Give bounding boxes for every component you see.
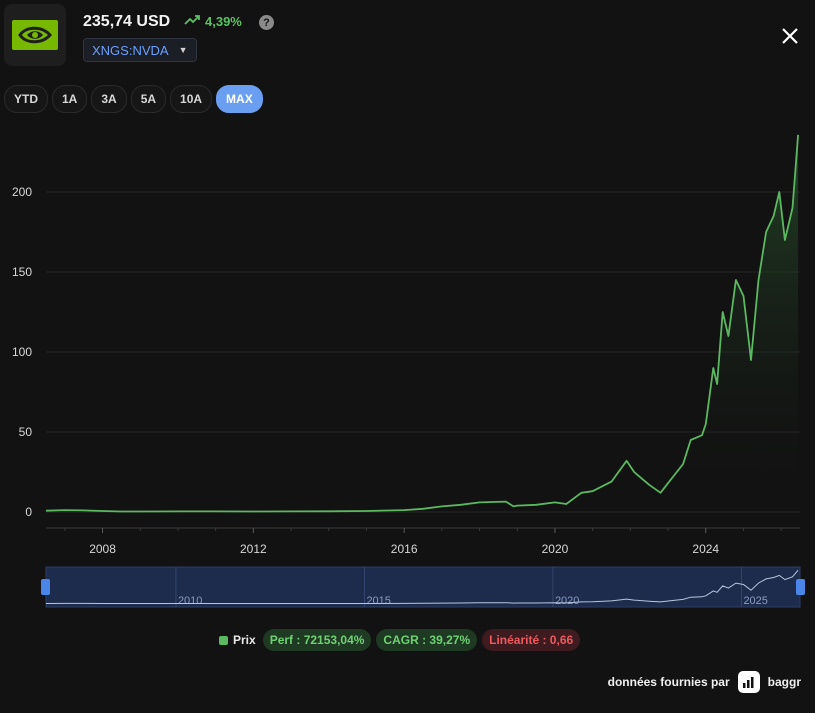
- range-5a-button[interactable]: 5A: [130, 85, 167, 113]
- x-tick-label: 2016: [391, 542, 418, 556]
- x-tick-label: 2020: [542, 542, 569, 556]
- price-change-value: 4,39%: [205, 14, 242, 29]
- credit-text: données fournies par: [607, 675, 730, 689]
- range-ytd-button[interactable]: YTD: [4, 85, 48, 113]
- navigator-tick-label: 2020: [555, 595, 579, 607]
- credit-brand[interactable]: baggr: [767, 675, 801, 689]
- current-price: 235,74 USD: [83, 13, 171, 30]
- baggr-logo-icon[interactable]: [737, 671, 760, 693]
- navigator-handle-left[interactable]: [41, 579, 50, 595]
- y-tick-label: 0: [25, 505, 32, 519]
- trend-up-icon: [184, 14, 200, 29]
- ticker-label: XNGS:NVDA: [92, 42, 169, 58]
- series-line-prix: [45, 134, 799, 513]
- close-icon[interactable]: [779, 25, 801, 47]
- legend-label: Prix: [233, 633, 256, 647]
- linearity-badge: Linéarité : 0,66: [482, 629, 581, 651]
- range-max-button[interactable]: MAX: [216, 85, 263, 113]
- perf-badge: Perf : 72153,04%: [262, 629, 372, 651]
- y-tick-label: 50: [19, 425, 33, 439]
- x-tick-label: 2008: [89, 542, 116, 556]
- navigator-handle-right[interactable]: [796, 579, 805, 595]
- y-tick-label: 150: [12, 265, 32, 279]
- navigator-window: [45, 566, 801, 608]
- x-tick-label: 2024: [692, 542, 719, 556]
- range-10a-button[interactable]: 10A: [170, 85, 213, 113]
- price-change: 4,39%: [184, 14, 242, 29]
- x-tick-label: 2012: [240, 542, 267, 556]
- range-selector: YTD 1A 3A 5A 10A MAX: [4, 85, 263, 113]
- series-area-prix: [46, 134, 799, 513]
- cagr-badge: CAGR : 39,27%: [376, 629, 478, 651]
- navigator-series-line: [45, 569, 799, 604]
- chevron-down-icon: ▼: [178, 45, 188, 55]
- legend-swatch: [219, 635, 228, 645]
- nvidia-logo-icon: [4, 4, 66, 66]
- chart-legend: Prix Perf : 72153,04% CAGR : 39,27% Liné…: [219, 629, 581, 651]
- y-tick-label: 100: [12, 345, 32, 359]
- navigator-tick-label: 2015: [366, 595, 390, 607]
- question-circle-icon[interactable]: ?: [259, 15, 274, 30]
- navigator-tick-label: 2010: [178, 595, 202, 607]
- legend-item-prix[interactable]: Prix: [219, 633, 256, 647]
- ticker-select[interactable]: XNGS:NVDA ▼: [83, 38, 197, 62]
- data-credit: données fournies par baggr: [608, 671, 801, 693]
- range-3a-button[interactable]: 3A: [91, 85, 127, 113]
- y-tick-label: 200: [12, 185, 32, 199]
- navigator-tick-label: 2025: [743, 595, 767, 607]
- range-1a-button[interactable]: 1A: [52, 85, 88, 113]
- price-chart: 0 50 100 150 200 2008 2012 2016 2020 2024 2010 2015…: [12, 134, 805, 608]
